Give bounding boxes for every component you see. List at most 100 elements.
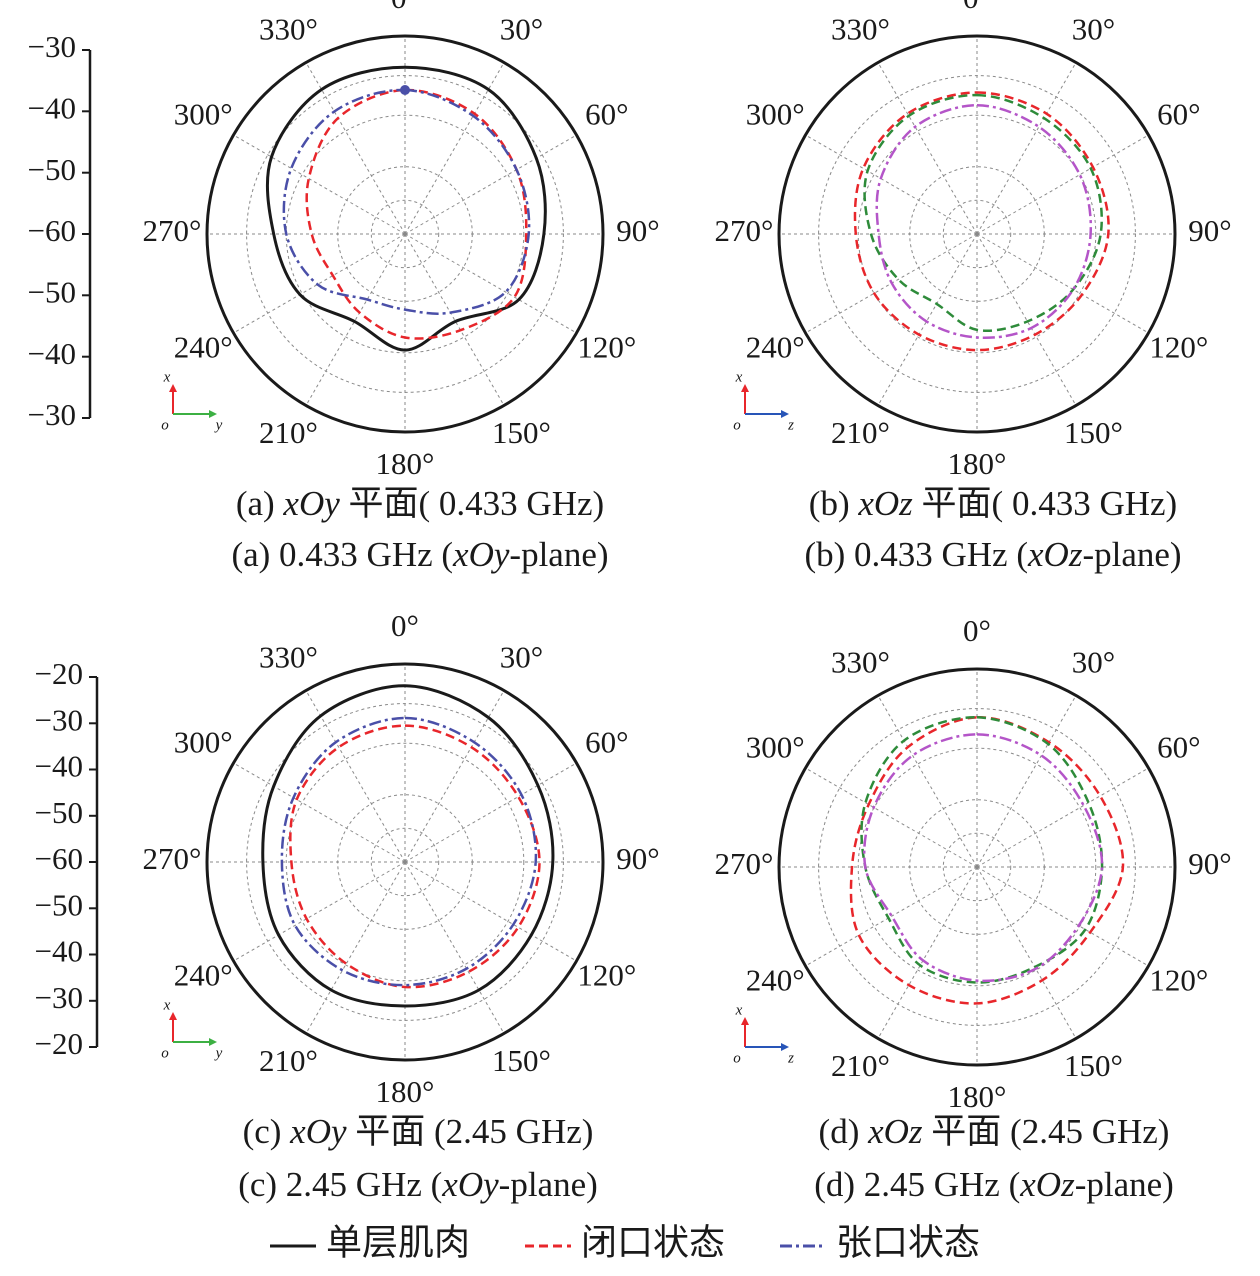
scale-tick-label-4: −50 (28, 274, 76, 309)
angle-label-0: 0° (963, 613, 991, 648)
caption-en-suffix: -plane) (499, 1165, 598, 1204)
outer-circle (205, 662, 605, 1062)
spoke-150 (404, 861, 505, 1034)
caption-cn-d: (d) xOz 平面 (2.45 GHz) (819, 1112, 1170, 1151)
scale-tick-label-5: −40 (28, 336, 76, 371)
spoke-240 (805, 866, 978, 967)
angle-label-210: 210° (259, 415, 318, 450)
coord-x-arrowhead (741, 1017, 749, 1025)
coord-x-arrowhead (741, 384, 749, 392)
scale-tick-label-4: −60 (35, 841, 83, 876)
angle-label-300: 300° (174, 725, 233, 760)
spoke-210 (305, 233, 406, 406)
spoke-30 (976, 695, 1077, 868)
coord-h-arrowhead (781, 410, 789, 418)
angle-label-210: 210° (831, 415, 890, 450)
caption-en-plane-y: y (480, 1165, 499, 1204)
coord-h-arrowhead (781, 1043, 789, 1051)
coord-h-letter: y (214, 417, 223, 433)
angle-label-120: 120° (1149, 330, 1208, 365)
caption-en-plane-x: x (1027, 535, 1044, 574)
series-open-line (280, 716, 538, 987)
caption-en-plane-x: x (452, 535, 469, 574)
scale-tick-label-0: −20 (35, 656, 83, 691)
series-magenta-line (862, 733, 1104, 983)
angle-label-180: 180° (948, 446, 1007, 481)
coord-origin-letter: o (733, 1050, 741, 1066)
angle-label-60: 60° (1157, 97, 1200, 132)
caption-en-d: (d) 2.45 GHz (xOz-plane) (814, 1165, 1174, 1204)
coord-h-letter: z (787, 417, 794, 433)
caption-en-plane-x: x (1019, 1165, 1036, 1204)
spoke-210 (305, 861, 406, 1034)
angle-label-120: 120° (577, 330, 636, 365)
caption-en-a: (a) 0.433 GHz (xOy-plane) (231, 535, 608, 574)
angle-label-240: 240° (746, 963, 805, 998)
scale-tick-label-0: −30 (28, 29, 76, 64)
angle-label-0: 0° (963, 0, 991, 15)
spoke-240 (233, 233, 406, 334)
series-closed-line (305, 88, 528, 340)
angle-label-270: 270° (143, 841, 202, 876)
angle-label-150: 150° (1064, 415, 1123, 450)
caption-en-plane-y: z (1060, 1165, 1075, 1204)
caption-en-prefix: (c) 2.45 GHz ( (238, 1165, 442, 1204)
grid-circle-0 (942, 199, 1012, 269)
angle-label-300: 300° (746, 97, 805, 132)
coord-origin-letter: o (733, 417, 741, 433)
angle-label-0: 0° (391, 0, 419, 15)
coord-x-letter: x (735, 1002, 743, 1018)
outer-circle (205, 34, 605, 434)
angle-label-150: 150° (1064, 1048, 1123, 1083)
coord-x-letter: x (163, 997, 171, 1013)
scale-tick-label-3: −60 (28, 213, 76, 248)
scale-tick-label-7: −30 (35, 980, 83, 1015)
caption-en-b: (b) 0.433 GHz (xOz-plane) (804, 535, 1181, 574)
scale-tick-label-1: −30 (35, 702, 83, 737)
caption-en-suffix: -plane) (1075, 1165, 1174, 1204)
coord-origin-letter: o (161, 1045, 169, 1061)
caption-cn-c: (c) xOy 平面 (2.45 GHz) (243, 1112, 594, 1151)
panel-a-radial-scale: −30 −40 −50 −60 −50 −40 −30 (28, 29, 92, 432)
angle-label-180: 180° (376, 1074, 435, 1109)
caption-cn-plane: xOy (282, 484, 340, 523)
coord-origin-letter: o (161, 417, 169, 433)
series-closed-line (849, 716, 1125, 1005)
caption-en-plane-y: z (1068, 535, 1083, 574)
caption-cn-prefix: (a) (236, 484, 284, 523)
scale-tick-label-8: −20 (35, 1026, 83, 1061)
angle-label-30: 30° (500, 11, 543, 46)
caption-en-plane-y: y (491, 535, 510, 574)
angle-label-330: 330° (259, 639, 318, 674)
angle-label-90: 90° (1188, 846, 1231, 881)
spoke-210 (877, 866, 978, 1039)
series-open-line (282, 88, 531, 315)
spoke-150 (404, 233, 505, 406)
legend-label-closed: 闭口状态 (581, 1222, 725, 1262)
caption-cn-rest: 平面( 0.433 GHz) (913, 484, 1177, 523)
coord-x-letter: x (163, 369, 171, 385)
angle-label-30: 30° (1072, 11, 1115, 46)
spoke-210 (877, 233, 978, 406)
grid-circle-0 (370, 199, 440, 269)
caption-cn-rest: 平面 (2.45 GHz) (923, 1112, 1170, 1151)
spoke-120 (404, 233, 577, 334)
caption-cn-prefix: (c) (243, 1112, 291, 1151)
angle-label-90: 90° (616, 213, 659, 248)
panel-b-polar-chart: 0° 30° 60° 90° 120° 150° 180° 210° 240° 270° 300° 3… (715, 0, 1232, 481)
angle-label-90: 90° (616, 841, 659, 876)
angle-label-30: 30° (500, 639, 543, 674)
angle-label-150: 150° (492, 415, 551, 450)
caption-en-plane-o: O (469, 535, 494, 574)
panel-a-polar-chart: 0° 30° 60° 90° 120° 150° 180° 210° 240° 270° 300° 3… (143, 0, 660, 481)
coord-h-arrowhead (209, 1038, 217, 1046)
angle-label-270: 270° (715, 846, 774, 881)
caption-en-prefix: (a) 0.433 GHz ( (231, 535, 453, 574)
series-single-line (261, 684, 555, 1008)
angle-label-270: 270° (715, 213, 774, 248)
scale-tick-label-1: −40 (28, 90, 76, 125)
caption-cn-prefix: (d) (819, 1112, 869, 1151)
scale-tick-label-3: −50 (35, 795, 83, 830)
scale-tick-label-2: −40 (35, 749, 83, 784)
